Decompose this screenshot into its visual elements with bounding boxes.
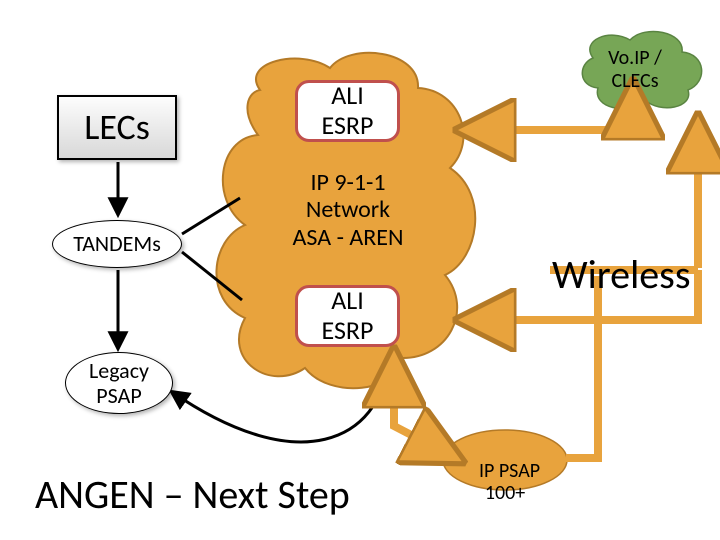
ali-esrp-top: ALI ESRP (295, 80, 400, 142)
lecs-box: LECs (57, 95, 177, 160)
ip-network-text: IP 9-1-1 Network ASA - AREN (258, 165, 438, 255)
wireless-text: Wireless (552, 250, 690, 299)
edge-tandems-cloud-upper (182, 198, 240, 234)
lecs-label: LECs (84, 107, 150, 148)
wireless-label: Wireless (552, 250, 690, 299)
ali-esrp-bottom-label: ALI ESRP (322, 286, 374, 346)
legacy-psap-label: Legacy PSAP (89, 358, 149, 409)
tandems-node: TANDEMs (52, 220, 182, 268)
tandems-label: TANDEMs (73, 231, 161, 256)
ali-esrp-bottom: ALI ESRP (295, 285, 400, 347)
edge-cloud-ippsap (394, 370, 444, 452)
ali-esrp-top-label: ALI ESRP (322, 81, 374, 141)
voip-clecs-text: Vo.IP / CLECs (580, 40, 690, 100)
edge-ippsap-wireless (566, 276, 598, 458)
ip-network-label: IP 9-1-1 Network ASA - AREN (293, 169, 404, 252)
ip-psap-label: IP PSAP 100+ (479, 459, 540, 505)
voip-clecs-label: Vo.IP / CLECs (608, 47, 662, 93)
title-text: ANGEN – Next Step (35, 470, 350, 519)
page-title: ANGEN – Next Step (35, 470, 350, 519)
ip-psap-text: IP PSAP 100+ (445, 438, 565, 504)
legacy-psap-node: Legacy PSAP (65, 352, 173, 414)
